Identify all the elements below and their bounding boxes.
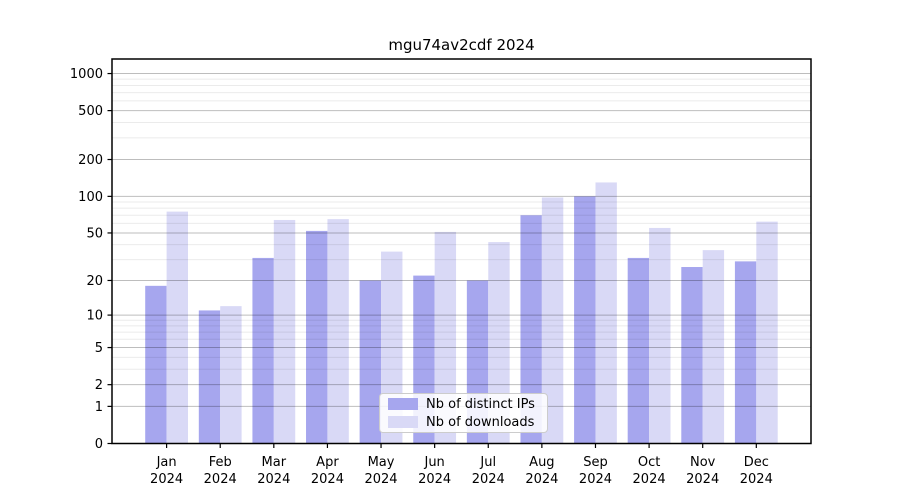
bar-distinct-ips-may — [359, 280, 382, 444]
tick-label: 2024 — [150, 472, 183, 487]
axes — [111, 58, 812, 445]
bar-downloads-jun — [434, 231, 457, 444]
tick-label: Jan — [156, 455, 177, 470]
tick-label: 2 — [95, 378, 103, 393]
legend: Nb of distinct IPs Nb of downloads — [379, 393, 548, 433]
tick-label: 100 — [78, 190, 103, 205]
tick-label: 2024 — [740, 472, 773, 487]
tick-label: Jul — [479, 455, 496, 470]
tick-label: 2024 — [472, 472, 505, 487]
tick-label: 20 — [86, 274, 103, 289]
tick-label: Oct — [638, 455, 660, 470]
x-axis: Jan 2024 Feb 2024 Mar 2024 Apr 2024 May 2024 Jun 20… — [150, 443, 773, 487]
legend-item-downloads: Nb of downloads — [388, 415, 547, 430]
bar-downloads-jan — [166, 211, 188, 444]
bar-distinct-ips-oct — [627, 257, 650, 444]
legend-swatch-downloads — [388, 416, 418, 428]
tick-label: Mar — [262, 455, 287, 470]
tick-label: May — [368, 455, 395, 470]
bar-downloads-oct — [649, 227, 671, 444]
bar-distinct-ips-feb — [198, 310, 221, 444]
y-axis: 0 1 2 5 10 20 50 100 200 500 1000 — [70, 67, 112, 452]
tick-label: Apr — [316, 455, 339, 470]
bar-distinct-ips-nov — [681, 267, 703, 444]
tick-label: 2024 — [686, 472, 719, 487]
legend-label-distinct-ips: Nb of distinct IPs — [426, 396, 535, 412]
tick-label: 10 — [86, 309, 103, 324]
chart-title: mgu74av2cdf 2024 — [388, 36, 535, 54]
bar-downloads-sep — [595, 182, 617, 444]
legend-swatch-distinct-ips — [388, 398, 418, 410]
bar-downloads-aug — [541, 197, 564, 444]
bar-downloads-mar — [273, 219, 296, 444]
bar-downloads-nov — [702, 250, 725, 444]
tick-label: 2024 — [257, 472, 290, 487]
plot-border — [111, 58, 812, 445]
tick-label: 2024 — [204, 472, 237, 487]
bar-distinct-ips-aug — [520, 215, 542, 444]
tick-label: 2024 — [633, 472, 666, 487]
bar-distinct-ips-dec — [734, 261, 757, 444]
bar-downloads-dec — [756, 221, 778, 444]
bar-distinct-ips-jan — [145, 285, 167, 444]
tick-label: 500 — [78, 104, 103, 119]
tick-label: Dec — [744, 455, 769, 470]
legend-label-downloads: Nb of downloads — [426, 414, 535, 430]
tick-label: Sep — [583, 455, 608, 470]
tick-label: Aug — [529, 455, 554, 470]
tick-label: Jun — [423, 455, 444, 470]
tick-label: 1000 — [70, 67, 103, 82]
tick-label: 200 — [78, 153, 103, 168]
tick-label: 50 — [86, 226, 103, 241]
tick-label: 5 — [95, 341, 103, 356]
bar-downloads-apr — [327, 219, 349, 444]
tick-label: 2024 — [311, 472, 344, 487]
tick-label: 2024 — [579, 472, 612, 487]
bar-distinct-ips-mar — [252, 257, 274, 444]
tick-label: 2024 — [418, 472, 451, 487]
tick-label: 2024 — [525, 472, 558, 487]
tick-label: Feb — [209, 455, 232, 470]
legend-item-distinct-ips: Nb of distinct IPs — [388, 397, 547, 412]
bar-downloads-feb — [220, 306, 242, 444]
bar-distinct-ips-apr — [306, 230, 328, 444]
tick-label: 2024 — [364, 472, 397, 487]
bar-distinct-ips-sep — [574, 196, 596, 444]
tick-label: 1 — [95, 400, 103, 415]
tick-label: 0 — [95, 437, 103, 452]
tick-label: Nov — [690, 455, 716, 470]
